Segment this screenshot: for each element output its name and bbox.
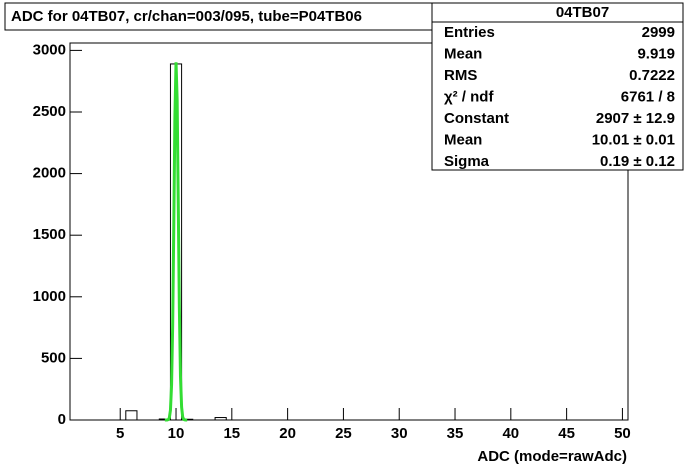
stats-label: Constant [444,110,509,127]
stats-box [431,2,684,171]
stats-value: 2999 [642,24,675,41]
stats-label: Mean [444,131,482,148]
stats-value: 10.01 ± 0.01 [592,131,675,148]
x-tick-label: 5 [116,425,124,442]
stats-label: RMS [444,67,477,84]
title-box [4,2,498,31]
y-tick-label: 0 [58,411,66,428]
x-tick-label: 30 [391,425,408,442]
stats-value: 0.7222 [629,67,675,84]
y-tick-label: 2500 [33,103,66,120]
stats-value: 9.919 [637,45,675,62]
x-tick-label: 50 [614,425,631,442]
bar [181,418,194,421]
stats-value: 0.19 ± 0.12 [600,153,675,170]
y-tick-label: 3000 [33,41,66,58]
x-tick-label: 40 [502,425,519,442]
stats-value: 2907 ± 12.9 [596,110,675,127]
stats-label: Sigma [444,153,490,170]
stats-label: Mean [444,45,482,62]
y-tick-label: 2000 [33,165,66,182]
stats-value: 6761 / 8 [621,88,675,105]
y-tick-label: 1500 [33,226,66,243]
fit-curve [164,62,188,422]
bar [214,417,227,421]
x-tick-label: 20 [279,425,296,442]
x-tick-label: 10 [168,425,185,442]
bar [125,410,138,421]
stats-label: Entries [444,24,495,41]
x-tick-label: 35 [447,425,464,442]
chart-title: ADC for 04TB07, cr/chan=003/095, tube=P0… [11,8,362,25]
y-tick-label: 1000 [33,288,66,305]
x-tick-label: 25 [335,425,352,442]
x-tick-label: 45 [558,425,575,442]
y-tick-label: 500 [41,349,66,366]
stats-label: χ² / ndf [444,88,494,105]
x-tick-label: 15 [223,425,240,442]
stats-header: 04TB07 [556,4,609,21]
x-axis-label: ADC (mode=rawAdc) [477,448,627,465]
frame [69,42,629,421]
